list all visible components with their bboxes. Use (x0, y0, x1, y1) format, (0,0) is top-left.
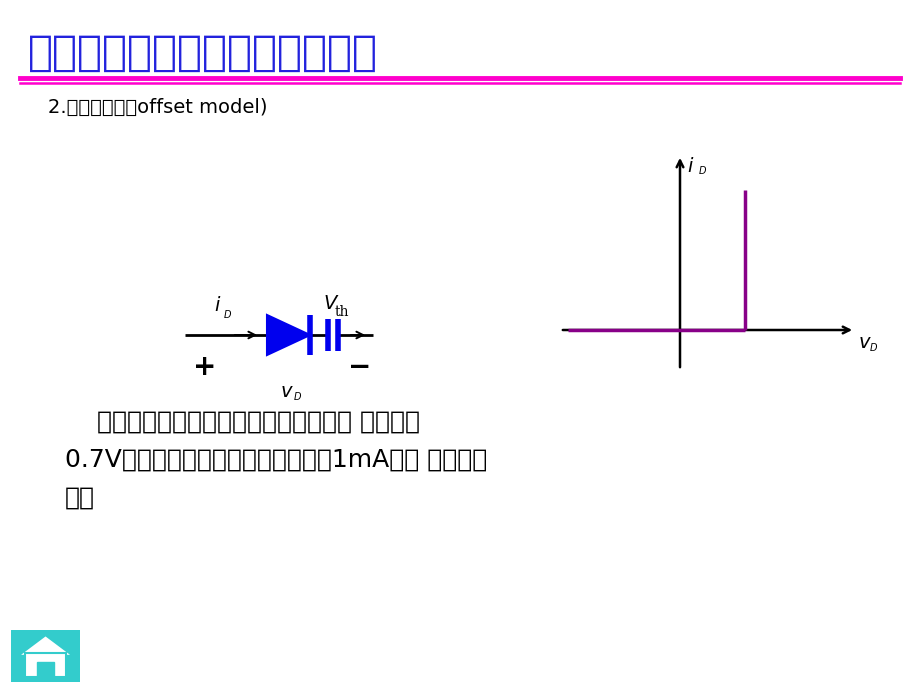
Bar (37, 662, 53, 676)
Bar (25, 653, 66, 676)
Text: 0.7V，只有当二极管的电流大于等于1mA时， 才是正确: 0.7V，只有当二极管的电流大于等于1mA时， 才是正确 (65, 448, 487, 472)
Text: $_D$: $_D$ (293, 389, 302, 403)
Text: $i$: $i$ (686, 157, 694, 176)
Polygon shape (18, 635, 74, 656)
Text: $_D$: $_D$ (698, 163, 707, 177)
Text: −: − (348, 353, 371, 381)
Text: +: + (193, 353, 217, 381)
Text: 二极管电路的简化模型分析方法: 二极管电路的简化模型分析方法 (28, 32, 378, 74)
Text: 2.恒压降模型（offset model): 2.恒压降模型（offset model) (48, 98, 267, 117)
Text: $_D$: $_D$ (223, 307, 233, 321)
Text: $_D$: $_D$ (868, 340, 878, 354)
Text: $v$: $v$ (857, 334, 871, 352)
Text: 二极管导通后，认为其压降是恒定的， 典型値为: 二极管导通后，认为其压降是恒定的， 典型値为 (65, 410, 420, 434)
Text: $i$: $i$ (214, 296, 221, 315)
Text: $V$: $V$ (323, 295, 339, 313)
Polygon shape (267, 315, 310, 355)
Text: 的。: 的。 (65, 486, 95, 510)
Text: th: th (335, 305, 349, 319)
Text: $v$: $v$ (279, 383, 293, 401)
